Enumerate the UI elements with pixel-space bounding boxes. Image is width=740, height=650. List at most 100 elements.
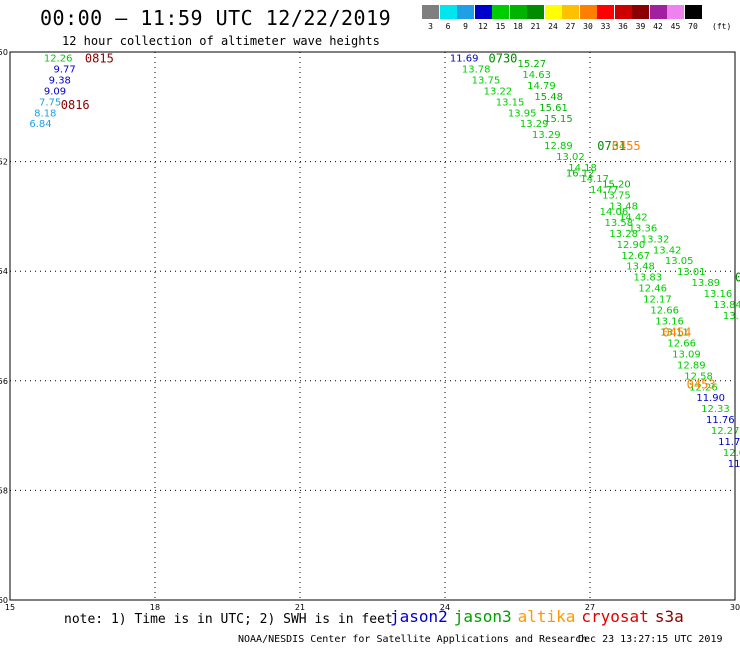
wave-height-reading: 13.75	[472, 75, 501, 86]
color-swatch-15	[492, 5, 509, 19]
wave-height-reading: 15.27	[518, 59, 547, 70]
wave-height-reading: 15.15	[544, 114, 573, 125]
wave-height-reading: 16.12	[566, 169, 595, 180]
legend-altika: altika	[517, 607, 576, 626]
wave-height-reading: 13.05	[665, 256, 694, 267]
wave-height-reading: 12.90	[617, 240, 646, 251]
map-title: 00:00 — 11:59 UTC 12/22/2019	[40, 6, 392, 30]
latitude-label: -58	[0, 486, 8, 495]
wave-height-reading: 11.69	[450, 53, 479, 64]
wave-height-reading: 12.67	[621, 251, 650, 262]
color-scale-unit: (ft)	[712, 22, 732, 31]
wave-height-reading: 7.75	[39, 97, 61, 108]
longitude-label: 18	[150, 603, 160, 612]
wave-height-reading: 14.77	[590, 185, 619, 196]
color-swatch-39	[632, 5, 649, 19]
legend-jason3: jason3	[453, 607, 512, 626]
wave-height-reading: 13.42	[653, 245, 682, 256]
color-scale-label: 30	[583, 22, 593, 31]
wave-height-reading: 13.29	[532, 130, 561, 141]
pass-time-label: 0454	[663, 325, 692, 339]
wave-height-reading: 13.	[723, 311, 739, 322]
color-scale-label: 21	[530, 22, 541, 31]
wave-height-reading: 9.38	[49, 75, 71, 86]
wave-height-reading: 14.06	[600, 207, 629, 218]
wave-height-reading: 13.11	[660, 327, 689, 338]
wave-height-reading: 13.75	[602, 190, 631, 201]
wave-height-reading: 13.95	[508, 108, 537, 119]
color-swatch-36	[614, 5, 632, 19]
legend-cryosat: cryosat	[581, 607, 649, 626]
wave-height-reading: 12.26	[689, 382, 718, 393]
wave-height-reading: 9.09	[44, 86, 66, 97]
map-frame	[9, 51, 736, 601]
wave-height-reading: 12.89	[677, 360, 706, 371]
wave-height-reading: 13.16	[704, 289, 733, 300]
color-swatch-30	[579, 5, 597, 19]
wave-height-reading: 13.48	[626, 262, 655, 273]
pass-time-label: 0	[735, 271, 740, 285]
color-scale-label: 33	[600, 22, 611, 31]
wave-height-reading: 12.26	[44, 53, 73, 64]
color-scale-label: 15	[495, 22, 506, 31]
color-swatch-18	[509, 5, 527, 19]
wave-height-reading: 13.01	[677, 267, 706, 278]
color-swatch-12	[474, 5, 492, 19]
wave-height-reading: 13.84	[713, 300, 740, 311]
wave-height-reading: 14.17	[580, 174, 609, 185]
wave-height-reading: 13.32	[641, 234, 670, 245]
color-swatch-27	[562, 5, 579, 19]
latitude-label: -52	[0, 158, 8, 167]
wave-height-reading: 13.02	[556, 152, 585, 163]
pass-time-label: 0815	[85, 51, 114, 65]
legend-jason2: jason2	[390, 607, 448, 626]
wave-height-reading: 14.42	[619, 212, 648, 223]
color-swatch-24	[544, 5, 562, 19]
color-swatch-3	[422, 5, 439, 19]
color-scale-label: 9	[463, 22, 468, 31]
footer-note: note: 1) Time is in UTC; 2) SWH is in fe…	[64, 612, 393, 627]
wave-height-reading: 13.36	[629, 223, 658, 234]
latitude-label: -60	[0, 596, 8, 605]
wave-height-reading: 12.33	[701, 404, 730, 415]
wave-height-reading: 9.77	[54, 64, 76, 75]
credit-line: NOAA/NESDIS Center for Satellite Applica…	[238, 634, 588, 645]
wave-height-reading: 12.27	[711, 426, 740, 437]
wave-height-reading: 12.17	[643, 295, 672, 306]
wave-height-reading: 12.58	[684, 371, 713, 382]
longitude-label: 24	[440, 603, 450, 612]
wave-height-reading: 11.76	[706, 415, 735, 426]
satellite-legend: jason2 jason3 altika cryosat s3a	[390, 607, 690, 626]
longitude-label: 30	[730, 603, 740, 612]
wave-height-reading: 12.0	[723, 448, 740, 459]
legend-s3a: s3a	[654, 607, 684, 626]
color-scale-label: 24	[548, 22, 558, 31]
wave-height-reading: 15.48	[534, 92, 563, 103]
latitude-label: -54	[0, 267, 8, 276]
longitude-label: 15	[5, 603, 15, 612]
pass-time-label: 0730	[489, 51, 518, 65]
color-scale-label: 12	[478, 22, 488, 31]
pass-time-label: 0455	[612, 139, 641, 153]
generation-timestamp: Dec 23 13:27:15 UTC 2019	[578, 634, 723, 645]
map-subtitle: 12 hour collection of altimeter wave hei…	[62, 34, 380, 48]
wave-height-reading: 12.66	[650, 306, 679, 317]
wave-height-reading: 13.15	[496, 97, 525, 108]
color-swatch-9	[457, 5, 474, 19]
wave-height-reading: 14.18	[568, 163, 597, 174]
wave-height-reading: 13.16	[655, 317, 684, 328]
wave-height-reading: 12.66	[667, 338, 696, 349]
wave-height-reading: 12.89	[544, 141, 573, 152]
color-scale-label: 3	[428, 22, 433, 31]
color-swatch-42	[649, 5, 667, 19]
wave-height-reading: 12.46	[638, 284, 667, 295]
color-swatch-33	[597, 5, 614, 19]
wave-height-reading: 14.63	[522, 70, 551, 81]
color-scale-label: 18	[513, 22, 523, 31]
pass-time-label: 0731	[597, 139, 626, 153]
wave-height-reading: 13.22	[484, 86, 513, 97]
color-scale-label: 39	[635, 22, 646, 31]
color-scale-label: 42	[653, 22, 663, 31]
wave-height-reading: 13.89	[692, 278, 721, 289]
